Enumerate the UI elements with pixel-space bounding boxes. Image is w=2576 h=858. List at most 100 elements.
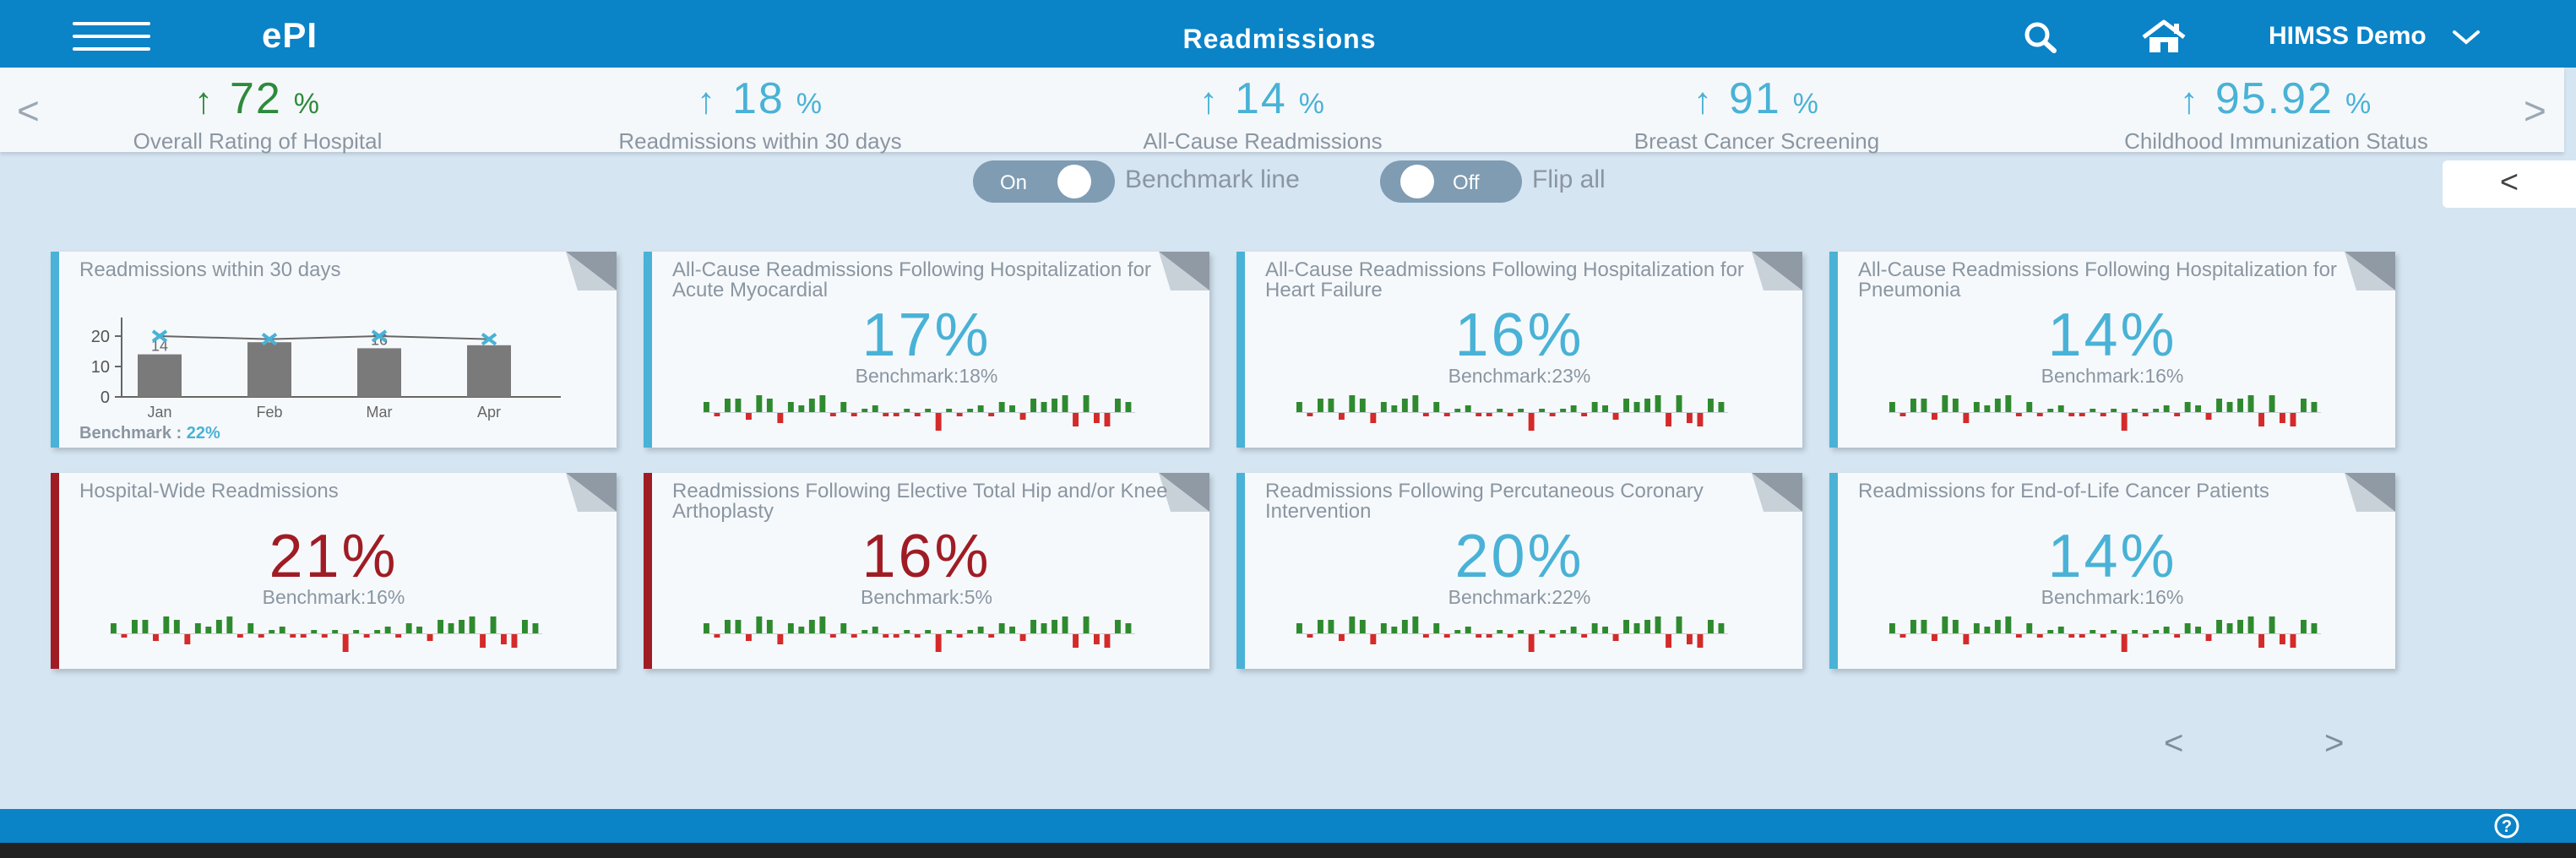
kpi-number: 91 [1728,74,1781,123]
user-menu[interactable]: HIMSS Demo [2269,22,2481,56]
trend-sparkline [1296,616,1728,652]
sparkline-bar [861,630,868,633]
sparkline-bar [766,399,773,412]
flip-corner-icon[interactable] [2345,252,2395,291]
kpi-next-arrow[interactable]: > [2524,89,2546,133]
search-icon[interactable] [2019,20,2064,54]
sparkline-bar [2269,616,2275,633]
sparkline-bar [1422,634,1429,638]
sparkline-bar [1602,627,1608,633]
sparkline-bar [2174,413,2181,416]
kpi-value: ↑ 18% [557,73,963,130]
readmissions-30-days-card[interactable]: Readmissions within 30 days 0 10 20 Jan 14 Fe… [51,252,617,448]
sparkline-bar [829,634,836,638]
kpi-item[interactable]: ↑ 95.92% Childhood Immunization Status [2040,73,2513,152]
sparkline-bar [1921,399,1927,412]
flip-corner-icon[interactable] [1752,473,1802,512]
sparkline-bar [1052,620,1057,633]
help-icon[interactable]: ? [2492,812,2522,839]
sparkline-bar [1497,409,1503,412]
sparkline-bar [1528,413,1535,431]
sparkline-bar [2036,634,2043,638]
kpi-number: 72 [229,74,282,123]
trend-sparkline [1889,395,2321,431]
sparkline-bar [2153,409,2160,412]
metric-card[interactable]: Readmissions Following Percutaneous Coro… [1236,473,1802,669]
page-title: Readmissions [1182,24,1377,54]
home-icon[interactable] [2137,19,2191,56]
sparkline-bar [1518,409,1524,412]
metric-card[interactable]: Readmissions Following Elective Total Hi… [644,473,1209,669]
metric-card[interactable]: All-Cause Readmissions Following Hospita… [644,252,1209,448]
flip-corner-icon[interactable] [1159,252,1209,291]
flip-corner-icon[interactable] [1159,473,1209,512]
sparkline-bar [2121,634,2128,652]
card-benchmark: Benchmark:22% [1236,586,1802,609]
sparkline-bar [925,630,932,633]
metric-card[interactable]: Hospital-Wide Readmissions 21% Benchmark:1… [51,473,617,669]
flip-all-toggle[interactable]: Off [1380,160,1522,203]
sparkline-bar [1019,634,1026,641]
x-tick-label: Apr [477,404,501,421]
sparkline-bar [1486,634,1492,638]
sparkline-bar [1433,623,1440,633]
kpi-item[interactable]: ↑ 91% Breast Cancer Screening [1562,73,1951,152]
page-prev-button[interactable]: < [2164,725,2184,762]
kpi-label: All-Cause Readmissions [1143,128,1383,154]
kpi-item[interactable]: ↑ 72% Overall Rating of Hospital [59,73,456,152]
kpi-prev-arrow[interactable]: < [17,89,40,133]
sparkline-bar [121,634,128,638]
metric-card[interactable]: Readmissions for End-of-Life Cancer Pati… [1829,473,2395,669]
bar [467,345,511,397]
sparkline-bar [2132,409,2139,412]
sparkline-bar [1952,399,1959,412]
menu-icon[interactable] [73,22,150,51]
sparkline-bar [704,623,709,633]
kpi-unit: % [2345,88,2373,120]
flip-corner-icon[interactable] [566,252,617,291]
sparkline-bar [532,623,539,633]
metric-card[interactable]: All-Cause Readmissions Following Hospita… [1829,252,2395,448]
kpi-value: ↑ 72% [59,73,456,130]
sparkline-bar [1401,399,1408,412]
benchmark-marker [371,329,388,343]
sparkline-bar [704,402,709,412]
trend-sparkline [703,616,1135,652]
sparkline-bar [2132,630,2139,633]
benchmark-value: 16% [2144,365,2184,387]
page-next-button[interactable]: > [2324,725,2345,762]
sparkline-bar [490,616,497,633]
sparkline-bar [226,616,233,633]
card-benchmark: Benchmark : 22% [79,424,220,443]
sparkline-bar [808,620,815,633]
sparkline-bar [1984,405,1991,412]
flip-corner-icon[interactable] [1752,252,1802,291]
sparkline-bar [1899,634,1906,638]
flip-corner-icon[interactable] [2345,473,2395,512]
kpi-item[interactable]: ↑ 14% All-Cause Readmissions [1068,73,1457,154]
sparkline-bar [2237,620,2243,633]
app-logo[interactable]: ePI [262,15,318,55]
sparkline-bar [405,623,412,633]
benchmark-toggle[interactable]: On [973,160,1115,203]
benchmark-marker [261,333,278,346]
sparkline-bar [1412,616,1419,633]
sparkline-bar [1328,620,1334,633]
metric-card[interactable]: All-Cause Readmissions Following Hospita… [1236,252,1802,448]
sparkline-bar [1296,623,1302,633]
collapse-panel-button[interactable]: < [2443,160,2576,208]
card-accent-stripe [1236,473,1245,669]
card-title: Readmissions within 30 days [79,260,341,281]
card-accent-stripe [51,252,59,448]
sparkline-bar [1910,399,1916,412]
sparkline-bar [1973,402,1980,412]
sparkline-bar [946,630,953,633]
flip-corner-icon[interactable] [566,473,617,512]
sparkline-bar [777,634,784,644]
sparkline-bar [1718,623,1725,633]
sparkline-bar [2311,623,2318,633]
sparkline-bar [2100,634,2106,638]
sparkline-bar [1083,616,1090,633]
kpi-item[interactable]: ↑ 18% Readmissions within 30 days [557,73,963,152]
sparkline-bar [2005,616,2012,633]
